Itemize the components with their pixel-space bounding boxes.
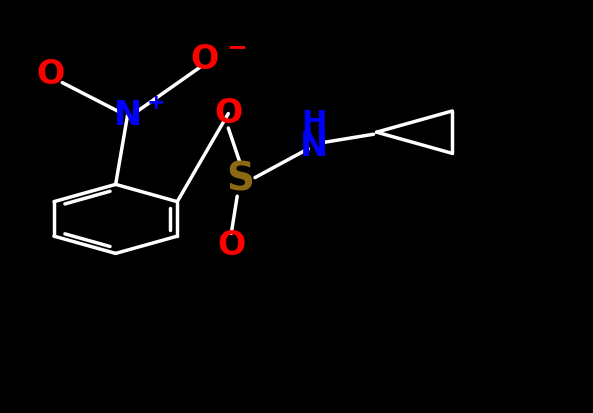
Text: O: O <box>190 43 219 76</box>
Text: S: S <box>226 161 254 199</box>
Text: −: − <box>227 36 248 59</box>
Text: O: O <box>36 58 65 91</box>
Text: +: + <box>146 93 165 113</box>
Text: O: O <box>217 229 246 262</box>
Text: N: N <box>300 130 329 163</box>
Text: N: N <box>113 99 142 132</box>
Text: H: H <box>302 109 327 138</box>
Text: O: O <box>214 97 243 130</box>
